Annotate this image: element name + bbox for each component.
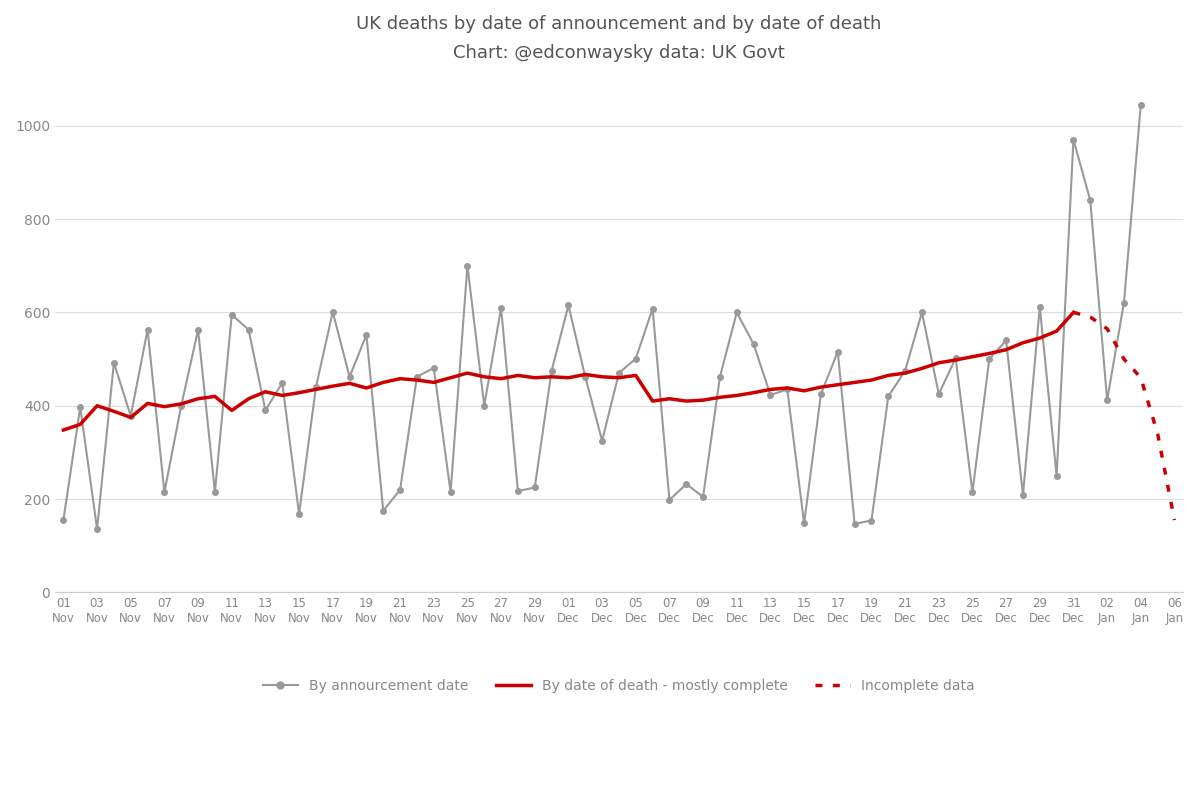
Title: UK deaths by date of announcement and by date of death
Chart: @edconwaysky data:: UK deaths by date of announcement and by… — [356, 15, 882, 62]
Legend: By annourcement date, By date of death - mostly complete, Incomplete data: By annourcement date, By date of death -… — [258, 674, 980, 698]
